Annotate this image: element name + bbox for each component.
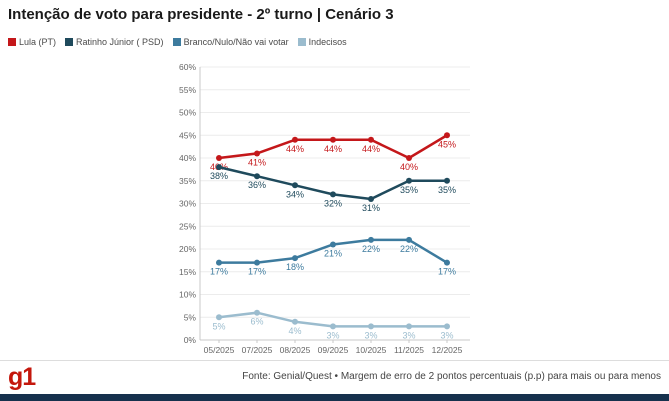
value-label: 17% [210,267,228,277]
value-label: 3% [402,330,415,340]
legend-swatch-icon [297,38,306,46]
data-point-dot [368,136,374,143]
value-label: 22% [362,244,380,254]
data-point-dot [368,323,374,330]
y-axis-tick-label: 10% [179,290,196,300]
value-label: 3% [326,330,339,340]
legend-item-label: Ratinho Júnior ( PSD) [76,37,164,47]
footer-divider [0,360,669,361]
data-point-dot [216,259,222,266]
data-point-dot [330,136,336,143]
legend-item-label: Indecisos [308,37,347,47]
data-point-dot [444,323,450,330]
y-axis-tick-label: 20% [179,244,196,254]
value-label: 36% [248,180,266,190]
value-label: 41% [248,157,266,167]
value-label: 17% [248,267,266,277]
value-label: 17% [438,267,456,277]
legend-swatch-icon [172,38,181,46]
y-axis-tick-label: 40% [179,153,196,163]
x-axis-tick-label: 11/2025 [394,345,424,355]
data-point-dot [444,177,450,184]
x-axis-tick-label: 12/2025 [432,345,463,355]
value-label: 35% [400,185,418,195]
data-point-dot [406,236,412,243]
legend-item: Branco/Nulo/Não vai votar [172,37,289,47]
value-label: 34% [286,189,304,199]
data-point-dot [368,236,374,243]
value-label: 44% [362,144,380,154]
value-label: 44% [286,144,304,154]
data-point-dot [216,164,222,171]
line-chart: 0% 5% 10% 15% 20% 25% 30% 35% 40% 45% 50% 55% 60% 05/… [179,62,470,355]
value-label: 21% [324,248,342,258]
legend-item: Indecisos [297,37,347,47]
x-axis-tick-label: 09/2025 [318,345,349,355]
y-axis-tick-label: 0% [184,335,197,345]
chart-canvas: 0% 5% 10% 15% 20% 25% 30% 35% 40% 45% 50% 55% 60% 05/… [179,62,470,355]
data-point-dot [330,323,336,330]
data-point-dot [254,173,260,180]
value-label: 5% [212,321,225,331]
value-label: 31% [362,203,380,213]
y-axis-tick-label: 45% [179,130,196,140]
y-axis-tick-label: 30% [179,199,196,209]
value-label: 4% [288,326,301,336]
data-point-dot [330,191,336,198]
data-point-dot [254,309,260,316]
footer: g1 Fonte: Genial/Quest • Margem de erro … [0,361,669,394]
data-point-dot [406,177,412,184]
x-axis-tick-label: 10/2025 [356,345,387,355]
bottom-brand-bar [0,394,669,401]
data-point-dot [216,155,222,161]
data-point-dot [292,182,298,189]
y-axis-tick-label: 50% [179,108,196,118]
legend-item: Ratinho Júnior ( PSD) [65,37,164,47]
y-axis-tick-label: 60% [179,62,196,72]
legend-item: Lula (PT) [8,37,56,47]
x-axis-tick-label: 08/2025 [280,345,311,355]
value-label: 3% [364,330,377,340]
value-label: 3% [440,330,453,340]
legend-swatch-icon [65,38,74,46]
value-label: 35% [438,185,456,195]
legend-swatch-icon [8,38,16,46]
legend-item-label: Branco/Nulo/Não vai votar [183,37,289,47]
data-point-dot [406,155,412,161]
data-point-dot [292,136,298,143]
x-axis-tick-label: 05/2025 [204,345,235,355]
value-label: 38% [210,171,228,181]
value-label: 40% [400,162,418,172]
data-point-dot [444,259,450,266]
data-point-dot [292,318,298,325]
data-point-dot [368,195,374,202]
y-axis-tick-label: 35% [179,176,196,186]
value-label: 45% [438,139,456,149]
value-label: 6% [250,317,263,327]
data-point-dot [330,241,336,248]
y-axis-tick-label: 25% [179,221,196,231]
x-axis-tick-label: 07/2025 [242,345,273,355]
y-axis-tick-label: 15% [179,267,196,277]
g1-logo: g1 [8,363,36,391]
data-point-dot [254,259,260,266]
chart-legend: Lula (PT) Ratinho Júnior ( PSD) Branco/Nul… [8,37,347,47]
data-point-dot [444,132,450,139]
value-label: 22% [400,244,418,254]
data-point-dot [406,323,412,330]
value-label: 18% [286,262,304,272]
value-label: 32% [324,198,342,208]
y-axis-tick-label: 5% [184,312,197,322]
value-label: 44% [324,144,342,154]
data-point-dot [216,314,222,321]
data-point-dot [254,150,260,157]
data-point-dot [292,255,298,262]
page-title: Intenção de voto para presidente - 2º tu… [8,6,394,23]
legend-item-label: Lula (PT) [19,37,57,47]
y-axis-tick-label: 55% [179,85,196,95]
source-text: Fonte: Genial/Quest • Margem de erro de … [242,371,661,382]
